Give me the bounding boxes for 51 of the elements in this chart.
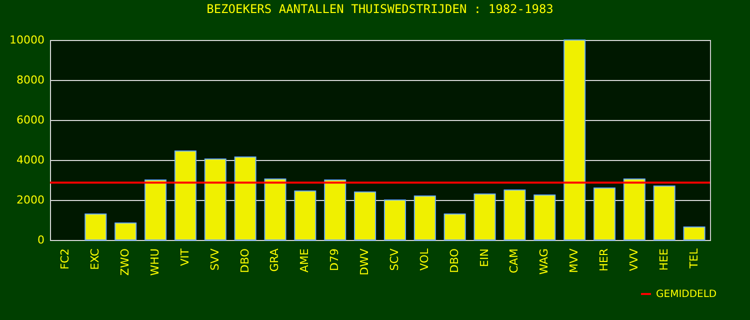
bar [204, 158, 226, 240]
bar [414, 196, 436, 240]
x-tick-label: DBO [448, 248, 461, 273]
x-tick-label: MVV [568, 248, 581, 274]
x-tick-label: ZWO [118, 248, 132, 276]
y-tick-label: 6000 [16, 114, 44, 126]
x-tick-label: VIT [178, 248, 192, 266]
y-tick-label: 8000 [16, 74, 44, 86]
bar [294, 190, 316, 240]
bar [384, 200, 406, 240]
bar [354, 192, 376, 240]
bar [114, 222, 137, 240]
bar [534, 194, 556, 240]
bar [474, 194, 496, 240]
y-tick-label: 4000 [16, 154, 44, 166]
x-tick-label: FC2 [58, 248, 72, 270]
bar [564, 40, 586, 240]
y-tick-label: 0 [38, 234, 44, 246]
x-tick-label: HER [597, 248, 610, 272]
bar [84, 214, 107, 240]
x-tick-label: WAG [538, 248, 551, 275]
x-tick-label: TEL [687, 248, 700, 270]
bar [444, 214, 466, 240]
x-tick-label: VVV [627, 248, 640, 272]
x-tick-label: VOL [418, 248, 431, 271]
x-tick-label: DWV [358, 248, 372, 276]
x-tick-label: CAM [508, 248, 521, 274]
bar [264, 178, 286, 240]
x-tick-label: AME [298, 248, 312, 272]
y-tick-label: 2000 [16, 194, 44, 206]
bar [234, 156, 256, 240]
x-tick-label: HEE [657, 248, 670, 271]
bar [593, 188, 616, 240]
bar [623, 178, 646, 240]
x-tick-label: DBO [238, 248, 252, 273]
x-tick-label: EIN [478, 248, 491, 267]
bar [683, 226, 706, 240]
x-tick-label: SCV [388, 248, 401, 271]
x-tick-label: GRA [268, 248, 282, 272]
x-tick-label: D79 [328, 248, 342, 271]
bar [144, 180, 167, 240]
x-tick-label: WHU [148, 248, 162, 276]
bar [653, 186, 676, 240]
bar [324, 180, 346, 240]
chart-title: BEZOEKERS AANTALLEN THUISWEDSTRIJDEN : 1982-1983 [206, 2, 554, 16]
bar [174, 150, 196, 240]
legend-label: GEMIDDELD [656, 289, 717, 300]
x-tick-label: SVV [208, 248, 222, 271]
y-tick-label: 10000 [10, 34, 44, 46]
bar [504, 190, 526, 240]
x-tick-label: EXC [88, 248, 102, 270]
